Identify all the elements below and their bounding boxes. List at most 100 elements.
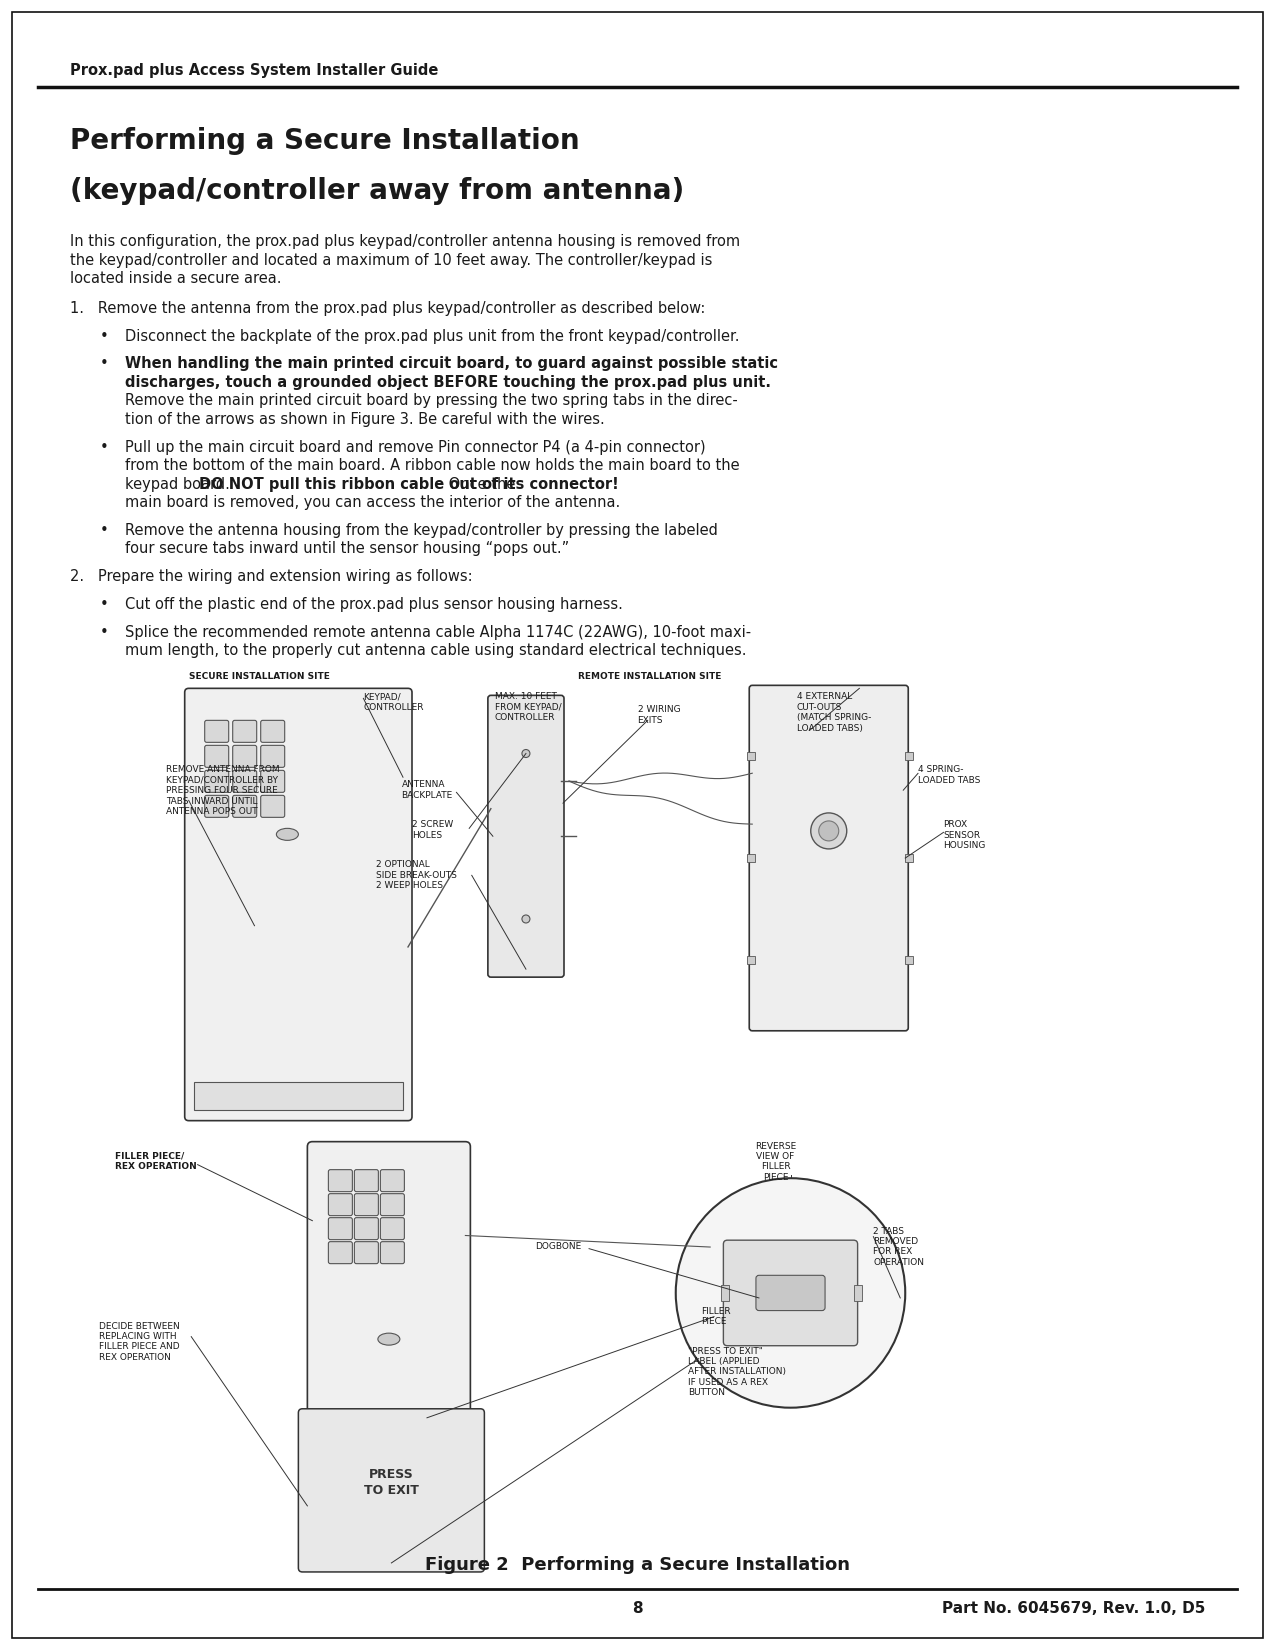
Text: REMOVE ANTENNA FROM
KEYPAD/CONTROLLER BY
PRESSING FOUR SECURE
TABS INWARD UNTIL
: REMOVE ANTENNA FROM KEYPAD/CONTROLLER BY… (166, 766, 279, 817)
FancyBboxPatch shape (723, 1241, 858, 1346)
Text: Performing a Secure Installation: Performing a Secure Installation (70, 127, 580, 155)
Text: 2 WIRING
EXITS: 2 WIRING EXITS (638, 705, 680, 724)
Text: mum length, to the properly cut antenna cable using standard electrical techniqu: mum length, to the properly cut antenna … (125, 644, 746, 658)
Text: DECIDE BETWEEN
REPLACING WITH
FILLER PIECE AND
REX OPERATION: DECIDE BETWEEN REPLACING WITH FILLER PIE… (99, 1322, 180, 1361)
Bar (854, 1285, 862, 1300)
FancyBboxPatch shape (488, 695, 564, 977)
Text: KEYPAD/
CONTROLLER: KEYPAD/ CONTROLLER (363, 693, 423, 711)
Text: FILLER
PIECE: FILLER PIECE (701, 1307, 731, 1327)
Text: "PRESS TO EXIT"
LABEL (APPLIED
AFTER INSTALLATION)
IF USED AS A REX
BUTTON: "PRESS TO EXIT" LABEL (APPLIED AFTER INS… (688, 1346, 787, 1398)
Text: •: • (99, 439, 108, 455)
Text: keypad board.: keypad board. (125, 477, 235, 492)
FancyBboxPatch shape (233, 771, 256, 792)
Text: •: • (99, 356, 108, 371)
FancyBboxPatch shape (307, 1142, 470, 1447)
FancyBboxPatch shape (380, 1193, 404, 1216)
Text: 2.   Prepare the wiring and extension wiring as follows:: 2. Prepare the wiring and extension wiri… (70, 569, 473, 584)
FancyBboxPatch shape (329, 1193, 352, 1216)
Text: DO NOT pull this ribbon cable out of its connector!: DO NOT pull this ribbon cable out of its… (199, 477, 618, 492)
Text: 8: 8 (632, 1600, 643, 1615)
Bar (194, 1082, 403, 1110)
Text: Once the: Once the (444, 477, 515, 492)
Circle shape (521, 916, 530, 922)
FancyBboxPatch shape (260, 721, 284, 742)
Text: When handling the main printed circuit board, to guard against possible static: When handling the main printed circuit b… (125, 356, 778, 371)
Text: Remove the antenna housing from the keypad/controller by pressing the labeled: Remove the antenna housing from the keyp… (125, 523, 718, 538)
FancyBboxPatch shape (354, 1170, 379, 1191)
Text: four secure tabs inward until the sensor housing “pops out.”: four secure tabs inward until the sensor… (125, 541, 569, 556)
FancyBboxPatch shape (329, 1242, 352, 1264)
Text: Prox.pad plus Access System Installer Guide: Prox.pad plus Access System Installer Gu… (70, 63, 439, 78)
Text: 4 EXTERNAL
CUT-OUTS
(MATCH SPRING-
LOADED TABS): 4 EXTERNAL CUT-OUTS (MATCH SPRING- LOADE… (797, 693, 871, 733)
FancyBboxPatch shape (260, 771, 284, 792)
FancyBboxPatch shape (354, 1242, 379, 1264)
Text: 1.   Remove the antenna from the prox.pad plus keypad/controller as described be: 1. Remove the antenna from the prox.pad … (70, 300, 705, 315)
FancyBboxPatch shape (298, 1409, 484, 1572)
FancyBboxPatch shape (233, 721, 256, 742)
Text: SECURE INSTALLATION SITE: SECURE INSTALLATION SITE (189, 672, 329, 681)
FancyBboxPatch shape (185, 688, 412, 1120)
Circle shape (819, 822, 839, 842)
Text: Pull up the main circuit board and remove Pin connector P4 (a 4-pin connector): Pull up the main circuit board and remov… (125, 439, 705, 455)
Text: tion of the arrows as shown in Figure 3. Be careful with the wires.: tion of the arrows as shown in Figure 3.… (125, 412, 604, 427)
Bar (747, 955, 755, 964)
FancyBboxPatch shape (750, 685, 908, 1031)
Text: •: • (99, 597, 108, 612)
Text: •: • (99, 523, 108, 538)
Bar (905, 752, 913, 761)
Text: •: • (99, 328, 108, 343)
Circle shape (521, 749, 530, 757)
Bar (747, 752, 755, 761)
FancyBboxPatch shape (329, 1170, 352, 1191)
Text: Cut off the plastic end of the prox.pad plus sensor housing harness.: Cut off the plastic end of the prox.pad … (125, 597, 622, 612)
Text: •: • (99, 625, 108, 640)
Text: 4 SPRING-
LOADED TABS: 4 SPRING- LOADED TABS (918, 766, 980, 785)
Text: ANTENNA
BACKPLATE: ANTENNA BACKPLATE (402, 780, 453, 800)
Text: DOGBONE: DOGBONE (536, 1242, 581, 1251)
Text: PROX
SENSOR
HOUSING: PROX SENSOR HOUSING (944, 820, 986, 850)
Ellipse shape (277, 828, 298, 840)
FancyBboxPatch shape (380, 1218, 404, 1239)
Bar (722, 1285, 729, 1300)
Text: PRESS
TO EXIT: PRESS TO EXIT (363, 1468, 418, 1497)
Text: Part No. 6045679, Rev. 1.0, D5: Part No. 6045679, Rev. 1.0, D5 (941, 1600, 1205, 1615)
Text: REMOTE INSTALLATION SITE: REMOTE INSTALLATION SITE (578, 672, 720, 681)
FancyBboxPatch shape (329, 1218, 352, 1239)
Text: MAX. 10 FEET
FROM KEYPAD/
CONTROLLER: MAX. 10 FEET FROM KEYPAD/ CONTROLLER (495, 693, 561, 723)
Text: FILLER PIECE/
REX OPERATION: FILLER PIECE/ REX OPERATION (115, 1152, 196, 1171)
FancyBboxPatch shape (380, 1170, 404, 1191)
FancyBboxPatch shape (205, 746, 228, 767)
Text: the keypad/controller and located a maximum of 10 feet away. The controller/keyp: the keypad/controller and located a maxi… (70, 252, 713, 267)
FancyBboxPatch shape (354, 1218, 379, 1239)
FancyBboxPatch shape (233, 746, 256, 767)
Bar (747, 855, 755, 861)
FancyBboxPatch shape (380, 1242, 404, 1264)
Circle shape (811, 813, 847, 848)
Text: REVERSE
VIEW OF
FILLER
PIECE: REVERSE VIEW OF FILLER PIECE (755, 1142, 796, 1181)
FancyBboxPatch shape (260, 795, 284, 817)
Text: from the bottom of the main board. A ribbon cable now holds the main board to th: from the bottom of the main board. A rib… (125, 459, 740, 474)
Text: 2 SCREW
HOLES: 2 SCREW HOLES (412, 820, 453, 840)
Circle shape (676, 1178, 905, 1407)
Ellipse shape (377, 1333, 400, 1345)
Text: Figure 2  Performing a Secure Installation: Figure 2 Performing a Secure Installatio… (425, 1556, 850, 1574)
FancyBboxPatch shape (354, 1193, 379, 1216)
Bar (905, 855, 913, 861)
Text: located inside a secure area.: located inside a secure area. (70, 271, 282, 287)
Bar (905, 955, 913, 964)
FancyBboxPatch shape (233, 795, 256, 817)
Text: discharges, touch a grounded object BEFORE touching the prox.pad plus unit.: discharges, touch a grounded object BEFO… (125, 375, 771, 389)
FancyBboxPatch shape (205, 795, 228, 817)
Text: 2 OPTIONAL
SIDE BREAK-OUTS
2 WEEP HOLES: 2 OPTIONAL SIDE BREAK-OUTS 2 WEEP HOLES (376, 860, 456, 889)
FancyBboxPatch shape (205, 771, 228, 792)
Text: (keypad/controller away from antenna): (keypad/controller away from antenna) (70, 177, 685, 205)
FancyBboxPatch shape (260, 746, 284, 767)
FancyBboxPatch shape (756, 1275, 825, 1310)
Text: In this configuration, the prox.pad plus keypad/controller antenna housing is re: In this configuration, the prox.pad plus… (70, 234, 741, 249)
Text: main board is removed, you can access the interior of the antenna.: main board is removed, you can access th… (125, 495, 620, 510)
Text: 2 TABS
REMOVED
FOR REX
OPERATION: 2 TABS REMOVED FOR REX OPERATION (873, 1226, 924, 1267)
Text: Remove the main printed circuit board by pressing the two spring tabs in the dir: Remove the main printed circuit board by… (125, 393, 738, 409)
Text: Splice the recommended remote antenna cable Alpha 1174C (22AWG), 10-foot maxi-: Splice the recommended remote antenna ca… (125, 625, 751, 640)
FancyBboxPatch shape (205, 721, 228, 742)
Text: Disconnect the backplate of the prox.pad plus unit from the front keypad/control: Disconnect the backplate of the prox.pad… (125, 328, 740, 343)
